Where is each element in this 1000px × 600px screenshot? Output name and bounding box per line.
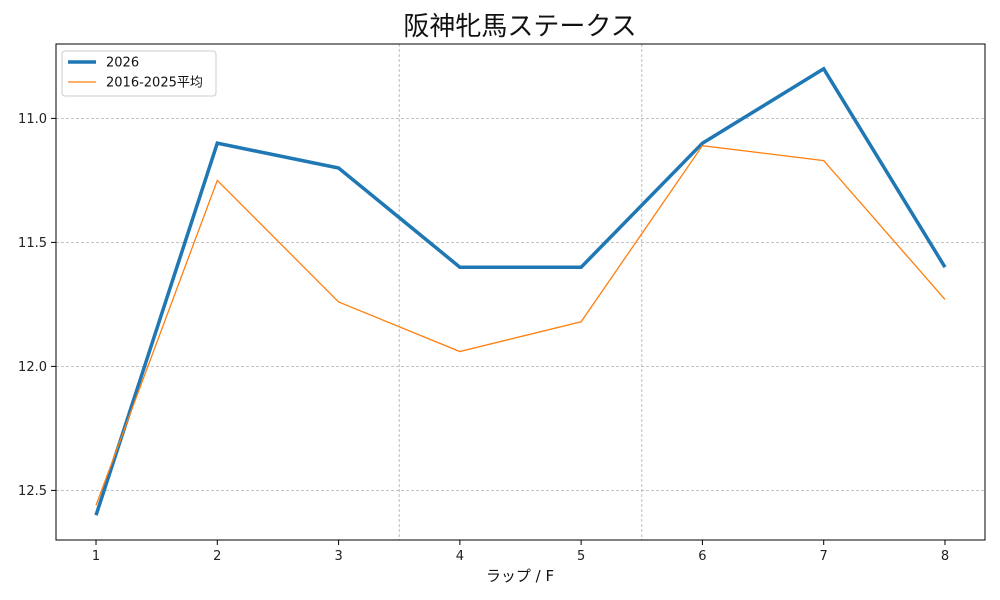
x-tick-label: 2 (213, 549, 221, 564)
series-line-2 (95, 144, 946, 506)
plot-area: 1 2 3 4 5 6 7 8 11.0 11.5 12.0 12.5 2026 2016-2025平均 (18, 43, 986, 564)
y-tick-label: 11.0 (18, 112, 47, 127)
y-tick-label: 12.5 (18, 484, 47, 499)
legend-box (61, 50, 217, 97)
legend-label-1: 2026 (106, 56, 139, 71)
y-tick-label: 12.0 (18, 360, 47, 375)
x-tick-label: 5 (577, 549, 585, 564)
x-tick-label: 3 (334, 549, 342, 564)
x-tick-label: 4 (456, 549, 464, 564)
legend: 2026 2016-2025平均 (61, 50, 217, 97)
x-tick-label: 6 (698, 549, 706, 564)
plot-frame (55, 43, 986, 541)
series-line-1 (94, 66, 947, 516)
x-tick-label: 8 (941, 549, 949, 564)
x-tick-label: 1 (92, 549, 100, 564)
chart-title: 阪神牝馬ステークス (403, 12, 636, 42)
legend-label-2: 2016-2025平均 (106, 76, 203, 91)
x-tick-label: 7 (820, 549, 828, 564)
y-tick-label: 11.5 (18, 236, 47, 251)
x-axis-label: ラップ / F (486, 567, 554, 585)
